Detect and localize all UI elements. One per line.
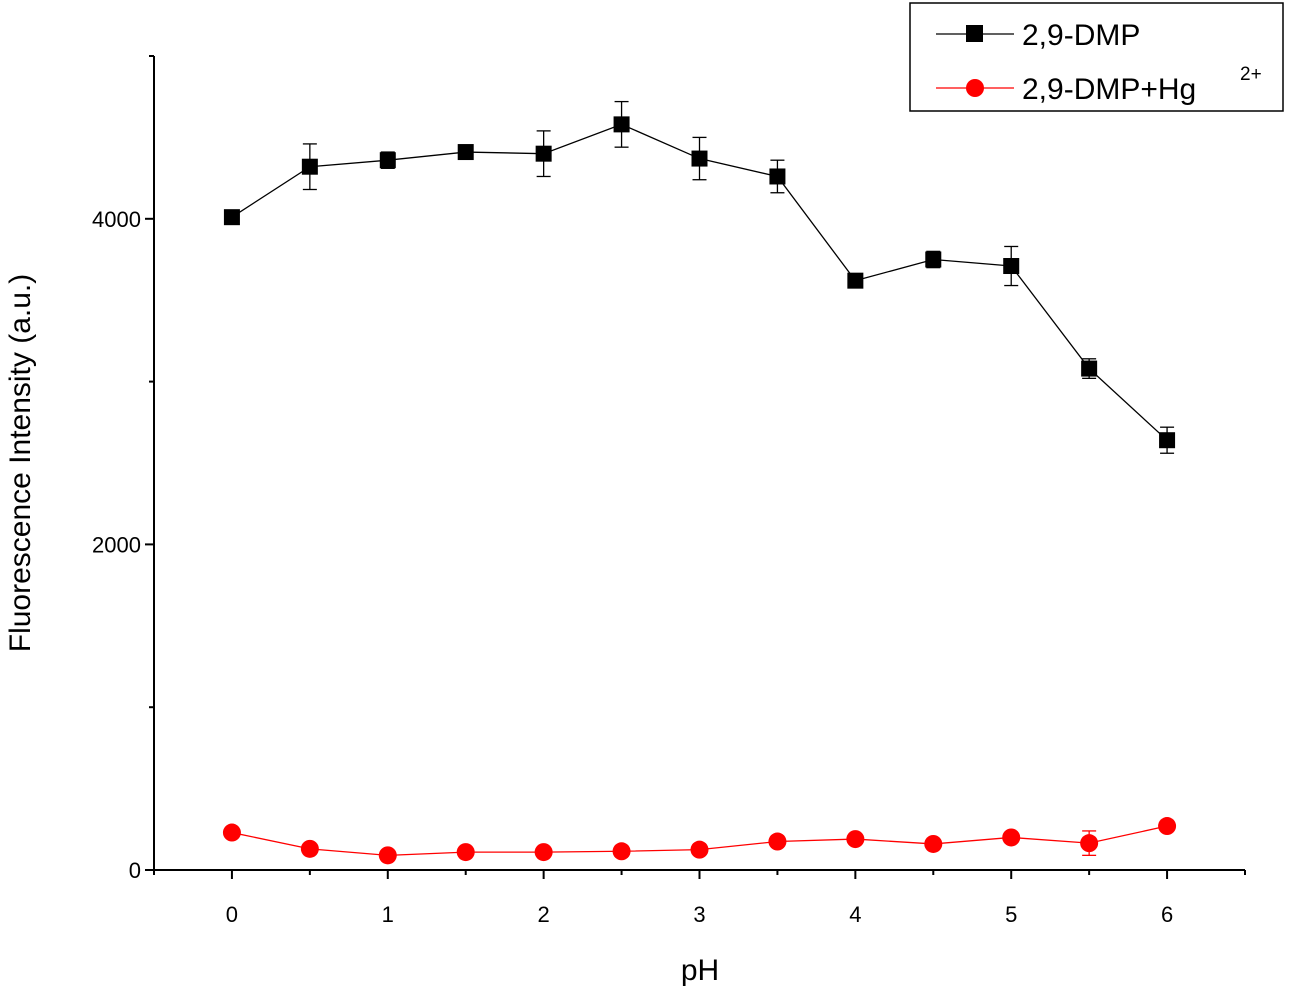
x-tick-label: 4 [849, 902, 861, 927]
data-point-square [613, 116, 630, 133]
data-point-circle [690, 840, 709, 859]
legend-marker-dmp-hg [966, 79, 984, 97]
data-point-square [535, 145, 552, 162]
data-point-square [1081, 360, 1098, 377]
data-point-circle [612, 842, 631, 861]
x-tick-label: 6 [1161, 902, 1173, 927]
x-tick-label: 3 [693, 902, 705, 927]
data-point-circle [1158, 817, 1177, 836]
data-point-circle [534, 843, 553, 862]
y-tick-label: 2000 [92, 532, 141, 557]
x-axis-title: pH [681, 954, 719, 987]
legend: 2,9-DMP 2,9-DMP+Hg 2+ [909, 2, 1284, 112]
y-axis-ticks: 0 2000 4000 [92, 55, 154, 883]
data-point-square [1003, 258, 1020, 275]
y-axis-title: Fluorescence Intensity (a.u.) [4, 274, 37, 653]
series-layer [222, 100, 1177, 865]
data-point-square [847, 272, 864, 289]
data-point-square [379, 152, 396, 169]
data-point-square [223, 209, 240, 226]
y-tick-label: 4000 [92, 207, 141, 232]
data-point-circle [846, 830, 865, 849]
x-tick-label: 2 [538, 902, 550, 927]
data-point-square [301, 158, 318, 175]
data-point-circle [378, 846, 397, 865]
legend-label-dmp-hg: 2,9-DMP+Hg [1022, 73, 1196, 106]
data-point-circle [300, 839, 319, 858]
data-point-circle [222, 823, 241, 842]
y-tick-label: 0 [129, 858, 141, 883]
data-point-circle [1080, 834, 1099, 853]
x-tick-label: 5 [1005, 902, 1017, 927]
data-point-circle [924, 834, 943, 853]
x-tick-label: 0 [226, 902, 238, 927]
legend-label-dmp-hg-superscript: 2+ [1240, 64, 1262, 85]
legend-marker-dmp [966, 25, 983, 42]
plot-area: 0 2000 4000 0 1 2 3 4 5 6 [92, 55, 1246, 927]
data-point-square [457, 144, 474, 161]
data-point-circle [456, 843, 475, 862]
data-point-circle [768, 832, 787, 851]
data-point-square [1159, 432, 1176, 449]
x-tick-label: 1 [382, 902, 394, 927]
legend-label-dmp: 2,9-DMP [1022, 19, 1140, 52]
data-point-square [691, 150, 708, 167]
data-point-square [925, 251, 942, 268]
data-point-square [769, 168, 786, 185]
x-axis-ticks: 0 1 2 3 4 5 6 [153, 870, 1246, 927]
data-point-circle [1002, 828, 1021, 847]
